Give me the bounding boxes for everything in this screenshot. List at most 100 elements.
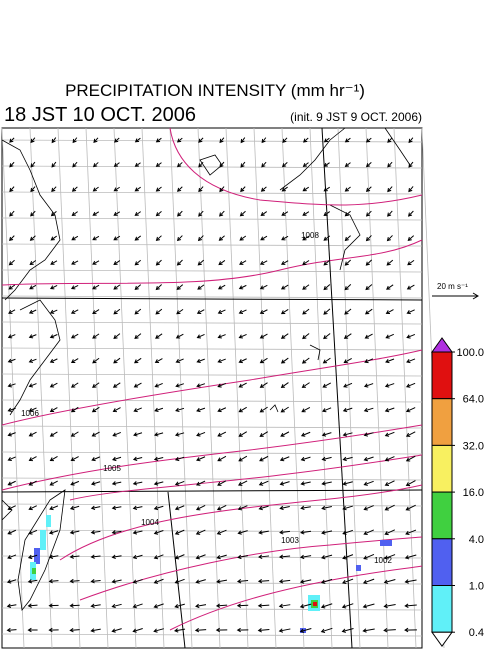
wind-vector [112, 407, 121, 413]
grid-line [1, 243, 423, 247]
wind-vector [408, 137, 414, 144]
wind-vector [259, 357, 268, 364]
wind-vector [216, 504, 227, 511]
wind-vector [92, 186, 99, 192]
wind-vector [155, 235, 162, 241]
wind-vector [261, 161, 267, 168]
wind-vector [257, 628, 270, 633]
wind-vector [113, 235, 121, 241]
wind-vector [112, 382, 121, 388]
wind-vector [6, 627, 17, 633]
grid-line [309, 127, 333, 649]
wind-vector [155, 333, 163, 339]
wind-vector [300, 530, 312, 535]
colorbar: 100.0 64.0 32.0 16.0 4.0 1.0 0.4 [431, 337, 484, 648]
wind-vector [9, 161, 15, 168]
wind-vector [237, 554, 248, 560]
wind-vector [300, 481, 311, 486]
wind-vector [240, 137, 246, 144]
wind-vector [30, 161, 36, 168]
wind-vector [364, 308, 373, 315]
wind-vector [153, 481, 164, 486]
wind-vector [27, 627, 38, 633]
grid-line [1, 607, 423, 611]
wind-vector [111, 481, 122, 486]
wind-vector [363, 407, 374, 413]
wind-vector [383, 603, 396, 609]
wind-vector [112, 431, 121, 437]
wind-vector [281, 162, 288, 168]
init-time: (init. 9 JST 9 OCT. 2006) [290, 110, 422, 124]
wind-vector [91, 406, 100, 413]
wind-vector [132, 628, 143, 633]
wind-vector [365, 284, 373, 291]
wind-vector [92, 211, 100, 216]
colorbar-under [431, 631, 453, 648]
wind-vector [302, 333, 310, 340]
wind-vector [408, 161, 414, 168]
wind-vector [363, 553, 375, 560]
grid-line [1, 139, 423, 143]
wind-vector [70, 358, 79, 363]
wind-vector [405, 455, 416, 462]
wind-vector [48, 627, 59, 633]
wind-vector [132, 505, 143, 511]
wind-vector [7, 505, 16, 511]
wind-vector [299, 603, 312, 609]
wind-vector [27, 579, 38, 584]
wind-vector [259, 406, 268, 413]
wind-vector [279, 456, 290, 462]
wind-vector [257, 578, 270, 584]
wind-vector [154, 407, 164, 413]
wind-vector [111, 603, 122, 609]
wind-vector [176, 162, 183, 168]
wind-vector [238, 309, 247, 314]
wind-vector [69, 627, 80, 633]
wind-vector [174, 578, 185, 584]
wind-vector [387, 186, 393, 193]
wind-vector [30, 137, 36, 144]
wind-vector [342, 481, 353, 486]
wind-vector [174, 628, 186, 633]
wind-vector [323, 137, 330, 143]
isobar-label: 1008 [301, 231, 319, 240]
wind-vector [321, 432, 332, 437]
wind-vector [405, 382, 416, 388]
grid-line [1, 529, 423, 533]
wind-vector [363, 505, 374, 511]
wind-vector [219, 161, 225, 168]
grid-line [393, 127, 417, 649]
wind-vector [153, 505, 164, 511]
wind-vector [48, 578, 59, 584]
wind-vector [176, 235, 183, 242]
colorbar-label: 32.0 [463, 440, 484, 452]
grid-line [85, 127, 109, 649]
wind-vector [92, 382, 100, 388]
wind-vector [217, 382, 227, 388]
wind-vector [341, 628, 354, 633]
wind-vector [71, 260, 79, 265]
wind-vector [258, 480, 269, 486]
wind-vector [8, 259, 15, 266]
isobar-label: 1005 [103, 464, 121, 473]
wind-vector [29, 284, 37, 290]
wind-vector [153, 603, 164, 609]
wind-vector [111, 505, 122, 510]
grid-line [1, 399, 423, 403]
wind-vector [279, 481, 290, 486]
wind-vector [278, 628, 291, 633]
wind-vector [384, 529, 396, 536]
wind-vector [27, 603, 38, 608]
wind-vector [70, 480, 80, 486]
wind-vector [259, 284, 268, 290]
wind-vector [28, 407, 37, 412]
latlon-grid [1, 127, 445, 649]
wind-vector [70, 431, 79, 437]
grid-line [225, 127, 249, 649]
wind-vector [342, 456, 353, 462]
wind-vector [72, 161, 78, 168]
wind-vector [198, 210, 204, 217]
wind-vector [302, 308, 310, 315]
wind-vector [70, 456, 79, 462]
wind-vector [175, 358, 184, 364]
